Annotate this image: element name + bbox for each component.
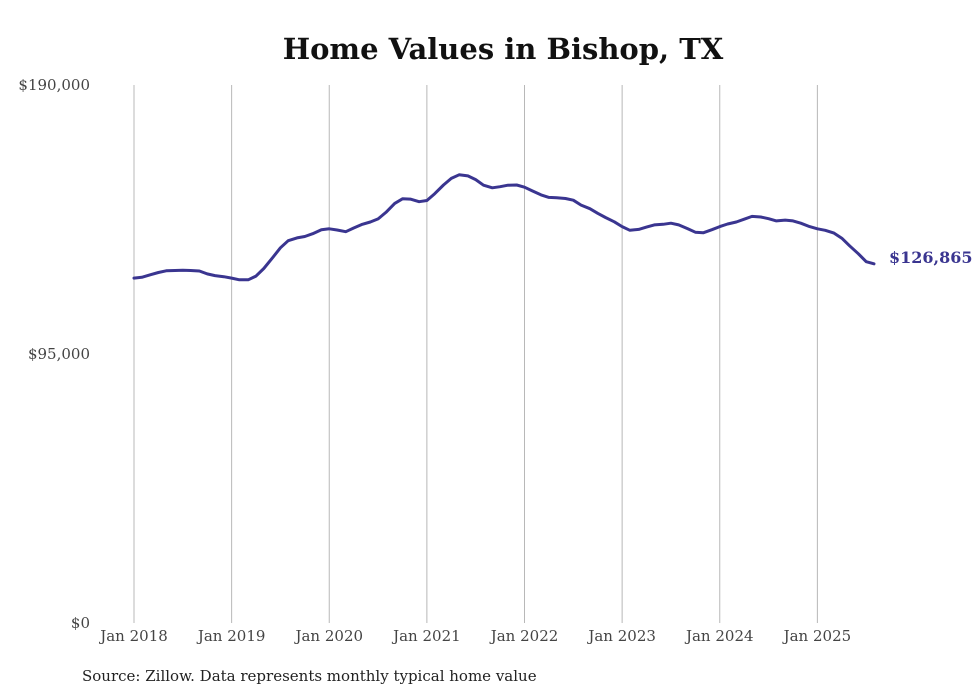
source-note: Source: Zillow. Data represents monthly … (82, 667, 537, 685)
series-layer (132, 173, 876, 282)
x-tick-label: Jan 2021 (391, 627, 461, 645)
x-tick-label: Jan 2024 (684, 627, 754, 645)
x-tick-label: Jan 2018 (98, 627, 168, 645)
x-tick-label: Jan 2023 (586, 627, 656, 645)
series-line (132, 173, 876, 282)
x-tick-label: Jan 2019 (196, 627, 266, 645)
y-tick-label: $95,000 (28, 345, 90, 363)
x-tick-label: Jan 2025 (782, 627, 852, 645)
y-axis: $0 $95,000 $190,000 (18, 76, 90, 632)
chart-title: Home Values in Bishop, TX (283, 32, 724, 66)
x-tick-label: Jan 2022 (489, 627, 559, 645)
end-value-label: $126,865 (889, 248, 973, 267)
gridlines (133, 85, 818, 623)
x-axis: Jan 2018 Jan 2019 Jan 2020 Jan 2021 Jan 2022… (98, 627, 851, 645)
y-tick-label: $190,000 (18, 76, 90, 94)
y-tick-label: $0 (71, 614, 90, 632)
x-tick-label: Jan 2020 (293, 627, 363, 645)
